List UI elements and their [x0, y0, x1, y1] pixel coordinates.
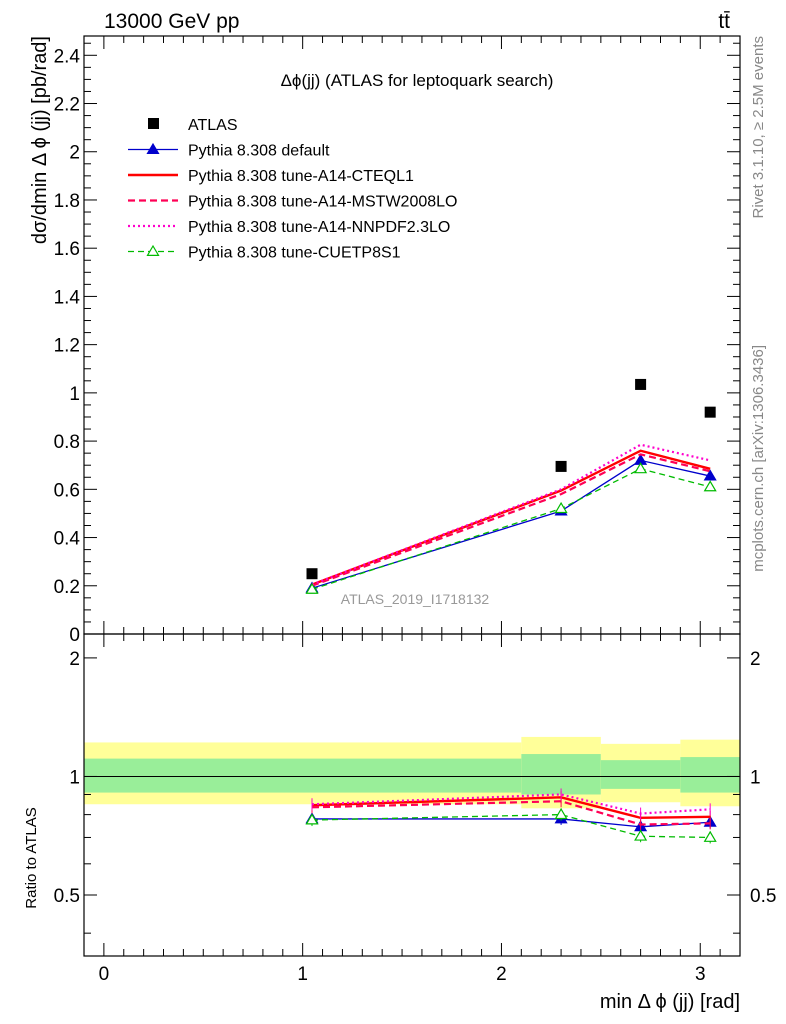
x-tick-label: 1 [297, 964, 308, 985]
y-tick-label: 2 [69, 143, 80, 164]
legend-label: Pythia 8.308 tune-A14-CTEQL1 [188, 168, 414, 185]
legend-marker-data [148, 118, 159, 129]
series-marker [703, 480, 717, 492]
series-line [311, 468, 711, 591]
x-axis-label: min Δ ϕ (jj) [rad] [600, 991, 740, 1013]
data-point [555, 460, 567, 472]
ratio-y-tick-labels: 0.5 0.5 1 1 2 2 [54, 649, 777, 907]
main-plot-ticks [84, 36, 741, 635]
ratio-plot-frame [83, 633, 741, 957]
data-point [635, 378, 647, 390]
series-line [311, 453, 711, 587]
ratio-plot-ticks [84, 634, 741, 956]
ratio-lines [305, 788, 717, 844]
y-tick-label: 0.6 [54, 480, 80, 501]
ratio-y-tick-label: 0.5 [54, 886, 80, 907]
stat-uncertainty-band [84, 758, 522, 793]
legend: ATLAS Pythia 8.308 default Pythia 8.308 tu… [128, 117, 457, 262]
ratio-line [311, 800, 711, 826]
x-tick-label: 0 [99, 964, 110, 985]
series-marker [634, 462, 648, 474]
legend-label: Pythia 8.308 default [188, 143, 330, 160]
legend-label: Pythia 8.308 tune-A14-MSTW2008LO [188, 194, 457, 211]
mcplots-label: mcplots.cern.ch [arXiv:1306.3436] [750, 345, 767, 572]
ratio-y-axis-label: Ratio to ATLAS [23, 807, 40, 908]
y-tick-label: 1.8 [54, 191, 80, 212]
legend-marker [146, 244, 160, 256]
y-axis-label: dσ/dmin Δ ϕ (jj) [pb/rad] [29, 36, 51, 244]
y-tick-label: 1 [69, 384, 80, 405]
rivet-label: Rivet 3.1.10, ≥ 2.5M events [750, 36, 767, 219]
stat-uncertainty-band [600, 760, 681, 789]
y-tick-label: 0.4 [54, 529, 81, 550]
legend-label: Pythia 8.308 tune-CUETP8S1 [188, 245, 401, 262]
series-marker [305, 582, 319, 594]
y-tick-label: 0.2 [54, 577, 80, 598]
legend-marker [146, 142, 160, 154]
y-tick-label: 2.4 [54, 46, 81, 67]
main-plot: 0 0.2 0.4 0.6 0.8 1 1.2 1.4 1.6 1.8 2 2.2 2.4 Δϕ(jj)… [29, 35, 741, 646]
main-plot-frame [83, 35, 741, 635]
ratio-marker [703, 830, 717, 842]
ratio-y-tick-label-right: 1 [750, 767, 761, 788]
ratio-y-tick-label-right: 0.5 [750, 886, 776, 907]
ratio-y-tick-label: 2 [69, 649, 80, 670]
y-tick-label: 0 [69, 625, 80, 646]
y-tick-label: 1.4 [54, 287, 81, 308]
stat-uncertainty-band [521, 754, 601, 795]
ratio-line [311, 793, 711, 815]
ratio-marker [634, 829, 648, 841]
series-marker [703, 469, 717, 481]
ratio-bands [84, 736, 740, 809]
analysis-label: ATLAS_2019_I1718132 [341, 591, 490, 607]
legend-label: ATLAS [188, 117, 238, 134]
plot-title: Δϕ(jj) (ATLAS for leptoquark search) [281, 71, 554, 90]
series-marker [554, 501, 568, 514]
ratio-marker [305, 813, 319, 825]
y-tick-label: 1.2 [54, 336, 80, 357]
x-tick-labels: 0 1 2 3 [99, 964, 706, 985]
mc-lines [305, 443, 717, 594]
data-points [306, 378, 716, 580]
legend-label: Pythia 8.308 tune-A14-NNPDF2.3LO [188, 219, 450, 236]
ratio-marker [554, 807, 568, 820]
ratio-line [312, 818, 711, 828]
series-line [311, 449, 711, 586]
x-tick-label: 3 [695, 964, 706, 985]
ratio-plot: 0.5 0.5 1 1 2 2 Ratio to ATLAS 0 1 2 3 min Δ ϕ (… [23, 633, 777, 1013]
y-tick-label: 1.6 [54, 239, 80, 260]
ratio-y-tick-label: 1 [69, 767, 80, 788]
x-tick-label: 2 [496, 964, 507, 985]
ratio-line [311, 813, 711, 839]
stat-uncertainty-band [680, 757, 740, 793]
y-tick-label: 2.2 [54, 95, 80, 116]
main-y-tick-labels: 0 0.2 0.4 0.6 0.8 1 1.2 1.4 1.6 1.8 2 2.2 2.4 [54, 46, 81, 646]
header-left: 13000 GeV pp [104, 10, 239, 33]
header-right: tt̄ [718, 10, 730, 33]
ratio-line [311, 796, 711, 820]
data-point [704, 406, 716, 418]
y-tick-label: 0.8 [54, 432, 80, 453]
ratio-y-tick-label-right: 2 [750, 649, 761, 670]
data-point [306, 568, 318, 580]
